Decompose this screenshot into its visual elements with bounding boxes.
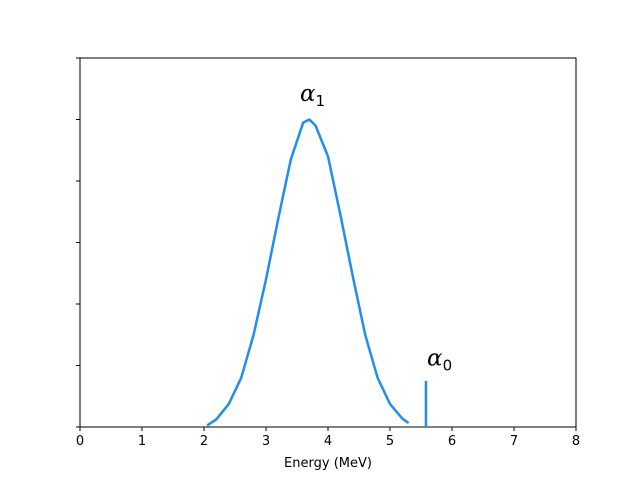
x-axis: 0 1 2 3 4 5 6 7 8 <box>76 427 580 449</box>
peak-label-alpha1: α1 <box>300 81 325 110</box>
alpha1-curve <box>206 118 410 427</box>
x-tick-label: 4 <box>324 434 332 449</box>
x-axis-label: Energy (MeV) <box>284 456 372 471</box>
x-tick-label: 1 <box>138 434 146 449</box>
x-tick-label: 5 <box>386 434 394 449</box>
y-axis <box>76 57 80 428</box>
plot-frame <box>79 57 577 428</box>
x-tick-label: 8 <box>572 434 580 449</box>
peak-label-symbol: α <box>300 81 316 107</box>
x-tick-label: 2 <box>200 434 208 449</box>
peak-label-alpha0: α0 <box>427 346 452 375</box>
x-tick-label: 0 <box>76 434 84 449</box>
peak-label-subscript: 0 <box>443 357 453 375</box>
x-tick-label: 3 <box>262 434 270 449</box>
x-tick-label: 7 <box>510 434 518 449</box>
x-tick-label: 6 <box>448 434 456 449</box>
peak-label-symbol: α <box>427 346 443 372</box>
series-layer <box>206 118 428 427</box>
peak-label-subscript: 1 <box>316 92 326 110</box>
